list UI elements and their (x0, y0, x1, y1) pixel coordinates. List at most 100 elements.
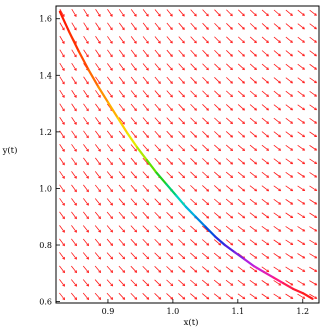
direction-arrow (94, 252, 102, 260)
solution-curve-segment (233, 250, 246, 261)
direction-arrow (297, 266, 306, 272)
x-axis-label: x(t) (184, 317, 199, 327)
x-axis-ticks: 0.9 1.0 1.1 1.2 (102, 299, 309, 316)
direction-arrow (309, 280, 318, 286)
direction-arrow (118, 252, 126, 260)
y-tick-label: 1.0 (39, 184, 52, 193)
direction-arrow (118, 117, 125, 125)
solution-curve-segment (214, 235, 226, 247)
direction-arrow (202, 198, 210, 206)
direction-arrow (309, 9, 317, 16)
direction-arrow (285, 90, 294, 97)
direction-arrow (226, 77, 233, 84)
direction-arrow (249, 198, 258, 205)
direction-arrow (237, 171, 246, 178)
direction-arrow (130, 144, 137, 152)
direction-arrow (166, 198, 174, 206)
direction-arrow (59, 89, 65, 98)
direction-arrow (59, 279, 65, 287)
direction-arrow (59, 252, 65, 260)
direction-arrow (130, 171, 137, 179)
direction-arrow (249, 90, 257, 97)
direction-arrow (261, 36, 269, 44)
direction-arrow (130, 117, 137, 125)
direction-arrow (118, 90, 125, 98)
direction-arrow (214, 9, 221, 17)
direction-arrow (202, 212, 210, 219)
direction-arrow (130, 36, 137, 44)
direction-arrow (190, 198, 198, 206)
direction-arrow (237, 158, 246, 165)
direction-arrow (94, 184, 101, 193)
direction-arrow (59, 157, 65, 166)
direction-arrow (273, 293, 282, 299)
direction-arrow (70, 292, 78, 301)
direction-arrow (107, 49, 113, 58)
direction-arrow (142, 225, 150, 233)
direction-arrow (297, 9, 305, 16)
direction-arrow (190, 130, 197, 138)
direction-arrow (178, 49, 185, 57)
direction-arrow (82, 292, 90, 301)
direction-arrow (190, 266, 198, 273)
direction-arrow (59, 265, 65, 274)
direction-arrow (297, 104, 306, 111)
direction-arrow (154, 198, 162, 206)
direction-arrow (273, 23, 281, 30)
direction-arrow (118, 171, 125, 179)
direction-arrow (82, 279, 90, 287)
direction-arrow (130, 157, 137, 166)
direction-arrow (154, 63, 161, 71)
direction-arrow (190, 239, 198, 246)
direction-arrow (83, 76, 89, 85)
direction-arrow (285, 171, 294, 178)
direction-arrow (106, 144, 113, 152)
direction-arrow (190, 63, 197, 71)
direction-arrow (273, 117, 282, 124)
direction-arrow (213, 293, 222, 300)
direction-arrow (273, 63, 281, 70)
direction-arrow (285, 293, 294, 299)
direction-arrow (190, 76, 197, 84)
direction-arrow (190, 49, 197, 57)
direction-arrow (59, 22, 65, 31)
direction-arrow (83, 130, 89, 139)
direction-arrow (107, 36, 113, 44)
solution-curve-segment (223, 243, 236, 254)
solution-curve-segment (243, 258, 256, 268)
plot-frame (55, 5, 320, 304)
direction-arrow (297, 293, 306, 299)
direction-arrow (237, 239, 246, 246)
direction-arrow (261, 144, 270, 151)
direction-arrow (118, 130, 125, 139)
direction-arrow (71, 22, 77, 31)
y-tick-label: 0.8 (39, 241, 52, 250)
direction-arrow (249, 50, 257, 57)
direction-arrow (213, 185, 222, 192)
direction-arrow (94, 265, 102, 274)
direction-arrow (309, 185, 318, 191)
direction-arrow (178, 266, 186, 273)
direction-arrow (106, 211, 113, 220)
direction-arrow (249, 36, 257, 44)
direction-arrow (178, 225, 186, 233)
direction-arrow (273, 77, 281, 84)
direction-arrow (71, 90, 77, 98)
direction-arrow (106, 238, 114, 247)
direction-arrow (118, 103, 125, 112)
direction-arrow (166, 157, 173, 165)
direction-arrow (237, 104, 245, 111)
direction-arrow (154, 238, 162, 246)
direction-arrow (71, 76, 77, 85)
direction-arrow (106, 171, 113, 179)
direction-arrow (118, 292, 126, 300)
direction-arrow (154, 90, 161, 98)
direction-arrow (166, 252, 174, 260)
direction-arrow (95, 36, 101, 44)
direction-arrow (237, 36, 245, 44)
direction-arrow (154, 130, 161, 138)
direction-arrow (261, 9, 269, 17)
direction-arrow (214, 158, 222, 165)
direction-arrow (214, 117, 221, 125)
direction-arrow (118, 36, 125, 44)
